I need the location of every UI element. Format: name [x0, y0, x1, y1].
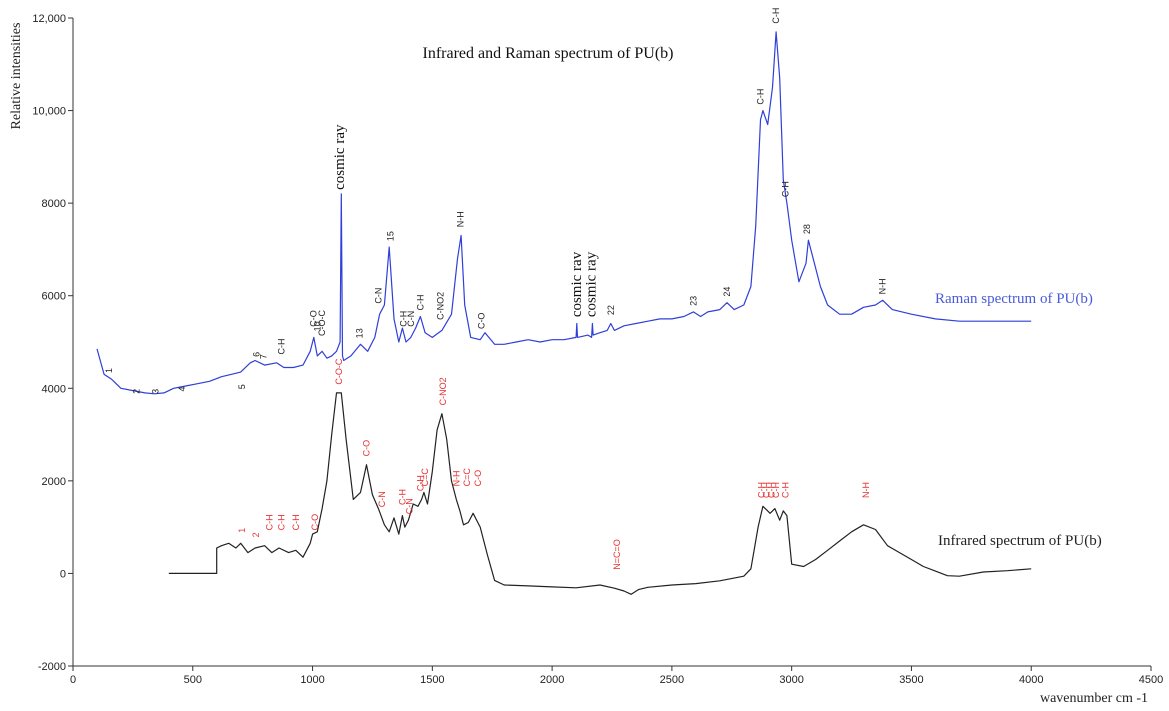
y-tick-label: 12,000: [32, 13, 66, 25]
y-tick-label: 8000: [42, 198, 66, 210]
ir-peak-label: C-N: [377, 491, 387, 507]
raman-peak-label: 3: [151, 389, 161, 394]
x-tick-label: 2500: [660, 674, 684, 686]
raman-peak-label: 2: [131, 389, 141, 394]
ir-peak-label: N-H: [861, 482, 871, 498]
raman-peak-label: C-N: [406, 311, 416, 327]
chart-axes: 0 500 1000 1500 2000 2500 3000 3500 4000 4500 -20…: [32, 13, 1163, 686]
ir-peak-label: 1: [237, 528, 247, 533]
y-tick-label: 6000: [42, 291, 66, 303]
x-tick-group: 0 500 1000 1500 2000 2500 3000 3500 4000 4500: [70, 666, 1163, 686]
infrared-series-line: [168, 392, 1032, 595]
ir-peak-label: C-O: [473, 470, 483, 487]
raman-peak-label: N-H: [456, 211, 466, 227]
raman-peak-label: 1: [104, 368, 114, 373]
raman-peak-label: C-H: [399, 311, 409, 327]
raman-peak-label: C-N: [373, 288, 383, 304]
x-tick-label: 500: [184, 674, 202, 686]
raman-peak-label: C-O: [476, 313, 486, 330]
raman-peak-label: 24: [722, 287, 732, 297]
ir-peak-label: C-NO2: [438, 377, 448, 405]
raman-peak-label: 22: [606, 305, 616, 315]
ir-peak-label: C-O: [361, 440, 371, 457]
y-tick-label: 10,000: [32, 106, 66, 118]
ir-peak-label: C=C: [420, 468, 430, 487]
cosmic-ray-annotation: cosmic rav: [569, 251, 585, 317]
ir-peak-label: C-H: [781, 482, 791, 498]
raman-peak-label: C-O: [309, 310, 319, 327]
ir-peak-label: C-H: [762, 482, 772, 498]
ir-peak-label: C-H: [397, 489, 407, 505]
ir-peak-label: C-O-C: [334, 358, 344, 384]
raman-peak-label: N-H: [878, 278, 888, 294]
series-group: [96, 31, 1032, 595]
ir-peak-label: C-O: [310, 514, 320, 531]
x-tick-label: 4500: [1139, 674, 1163, 686]
raman-peak-label: 7: [258, 354, 268, 359]
raman-peak-label: 4: [177, 387, 187, 392]
raman-peak-label: 28: [802, 224, 812, 234]
ir-peak-label: C-H: [766, 482, 776, 498]
raman-peak-label: C-H: [756, 89, 766, 105]
ir-peak-label: C-H: [771, 482, 781, 498]
ir-peak-label: N=C=O: [612, 539, 622, 570]
x-tick-label: 3500: [899, 674, 923, 686]
legend-raman-label: Raman spectrum of PU(b): [935, 291, 1093, 307]
y-tick-label: 2000: [42, 476, 66, 488]
raman-peak-label: C-O-C: [317, 310, 327, 336]
raman-peak-label: C-H: [276, 339, 286, 355]
x-tick-label: 1500: [420, 674, 444, 686]
x-tick-label: 1000: [300, 674, 324, 686]
raman-peak-label: 23: [688, 296, 698, 306]
raman-peak-label: 6: [251, 352, 261, 357]
raman-peak-label: 10: [312, 321, 322, 331]
ir-peak-label: C-H: [291, 514, 301, 530]
cosmic-ray-annotation: cosmic ray: [584, 251, 600, 317]
raman-peak-label: 15: [385, 231, 395, 241]
legend-ir-label: Infrared spectrum of PU(b): [938, 533, 1102, 549]
y-axis-label: Relative intensities: [9, 23, 24, 130]
cosmic-ray-annotation: cosmic ray: [332, 124, 348, 190]
x-axis-label: wavenumber cm -1: [1040, 691, 1148, 706]
chart-title: Infrared and Raman spectrum of PU(b): [422, 45, 673, 62]
y-tick-label: 0: [60, 568, 66, 580]
y-tick-label: -2000: [38, 661, 66, 673]
raman-peak-label: C-H: [415, 295, 425, 311]
raman-series-line: [96, 31, 1032, 395]
ir-peak-label: C-H: [415, 475, 425, 491]
ir-peak-label: C-H: [264, 514, 274, 530]
ir-peak-label: C-H: [276, 514, 286, 530]
x-tick-label: 2000: [540, 674, 564, 686]
x-tick-label: 0: [70, 674, 76, 686]
ir-peak-label: C-N: [405, 498, 415, 514]
x-tick-label: 3000: [779, 674, 803, 686]
x-tick-label: 4000: [1019, 674, 1043, 686]
ir-peak-label: C=C: [462, 468, 472, 487]
raman-peak-label: 13: [354, 328, 364, 338]
ir-peak-label: 2: [251, 532, 261, 537]
raman-peak-label: C-H: [771, 8, 781, 24]
raman-peak-label: C-H: [781, 181, 791, 197]
ir-peak-label: N-H: [451, 470, 461, 486]
y-tick-group: -2000 0 2000 4000 6000 8000 10,000 12,000: [32, 13, 73, 673]
raman-peak-label: C-NO2: [436, 292, 446, 320]
raman-peak-label: 5: [237, 384, 247, 389]
y-tick-label: 4000: [42, 383, 66, 395]
ir-peak-label: C-H: [757, 482, 767, 498]
